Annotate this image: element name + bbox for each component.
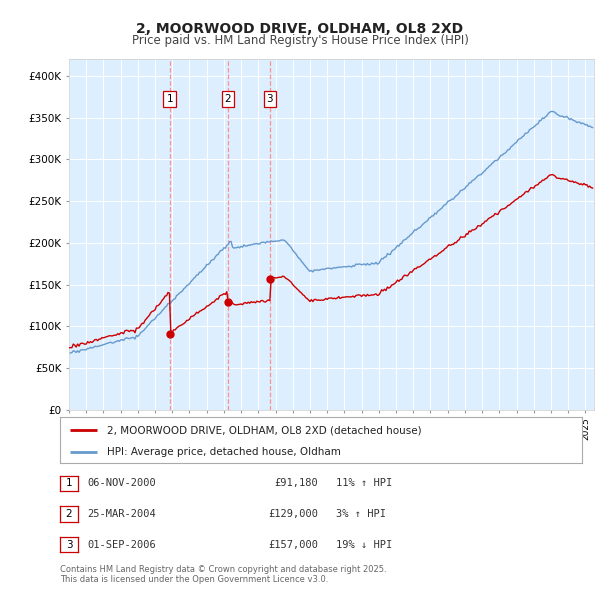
Text: £91,180: £91,180 [274, 478, 318, 488]
Text: 11% ↑ HPI: 11% ↑ HPI [336, 478, 392, 488]
Text: 3: 3 [266, 94, 273, 104]
Text: 2, MOORWOOD DRIVE, OLDHAM, OL8 2XD (detached house): 2, MOORWOOD DRIVE, OLDHAM, OL8 2XD (deta… [107, 425, 422, 435]
Text: £157,000: £157,000 [268, 540, 318, 549]
Text: 1: 1 [65, 478, 73, 488]
Text: 3% ↑ HPI: 3% ↑ HPI [336, 509, 386, 519]
Text: 3: 3 [65, 540, 73, 549]
Text: 2: 2 [224, 94, 231, 104]
Text: £129,000: £129,000 [268, 509, 318, 519]
Text: Price paid vs. HM Land Registry's House Price Index (HPI): Price paid vs. HM Land Registry's House … [131, 34, 469, 47]
Text: 06-NOV-2000: 06-NOV-2000 [87, 478, 156, 488]
Text: 25-MAR-2004: 25-MAR-2004 [87, 509, 156, 519]
Text: 01-SEP-2006: 01-SEP-2006 [87, 540, 156, 549]
Text: 19% ↓ HPI: 19% ↓ HPI [336, 540, 392, 549]
Text: HPI: Average price, detached house, Oldham: HPI: Average price, detached house, Oldh… [107, 447, 341, 457]
Text: 2: 2 [65, 509, 73, 519]
Text: Contains HM Land Registry data © Crown copyright and database right 2025.
This d: Contains HM Land Registry data © Crown c… [60, 565, 386, 584]
Text: 2, MOORWOOD DRIVE, OLDHAM, OL8 2XD: 2, MOORWOOD DRIVE, OLDHAM, OL8 2XD [136, 22, 464, 37]
Text: 1: 1 [166, 94, 173, 104]
